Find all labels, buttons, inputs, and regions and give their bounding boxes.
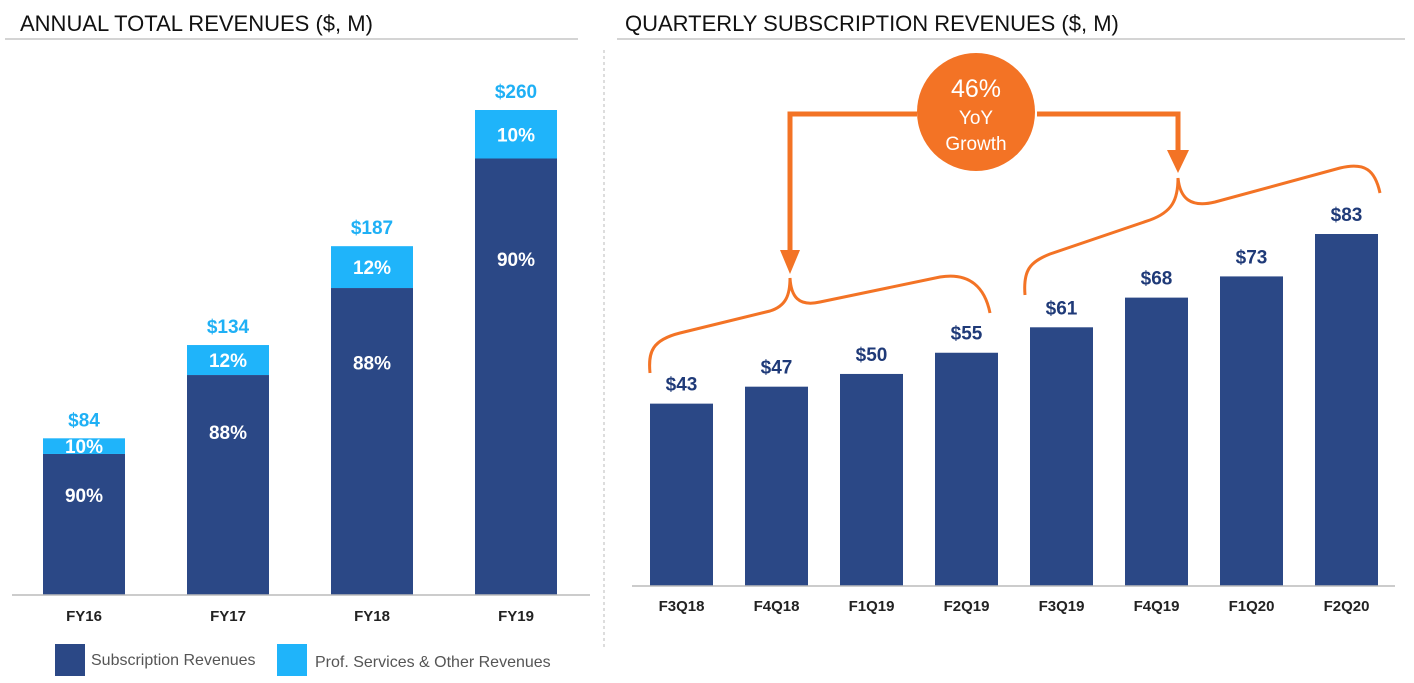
total-label: $84 [68,410,100,431]
brace-left [648,274,992,374]
bar-services [187,345,269,376]
bar-subscription [475,158,557,595]
value-label: $83 [1331,205,1363,226]
value-label: $55 [951,324,983,345]
x-tick-label: F3Q18 [659,598,705,615]
value-label: $43 [666,375,698,396]
subscription-pct-label: 88% [353,353,391,374]
legend-label-services: Prof. Services & Other Revenues [315,654,551,671]
services-pct-label: 10% [497,125,535,146]
legend-swatch-subscription [55,644,85,676]
subscription-pct-label: 88% [209,423,247,444]
connector-left [787,111,917,255]
x-tick-label: F1Q19 [849,598,895,615]
total-label: $260 [495,82,537,103]
growth-percent: 46% [951,75,1001,103]
services-pct-label: 12% [353,258,391,279]
bar-services [475,110,557,159]
bar-subscription [1220,276,1283,586]
total-label: $187 [351,218,393,239]
x-tick-label: FY17 [210,608,246,625]
connector-right [1037,111,1181,152]
x-tick-label: F2Q19 [944,598,990,615]
x-tick-label: F2Q20 [1324,598,1370,615]
bar-subscription [1030,327,1093,586]
x-tick-label: FY18 [354,608,390,625]
left-chart-title: ANNUAL TOTAL REVENUES ($, M) [20,11,373,36]
total-label: $134 [207,317,250,338]
subscription-pct-label: 90% [65,486,103,507]
services-pct-label: 12% [209,351,247,372]
x-tick-label: F4Q18 [754,598,800,615]
services-pct-label: 10% [65,437,103,458]
growth-yoy: YoY [959,108,993,129]
brace-right [1023,164,1382,296]
bar-services [331,246,413,289]
subscription-pct-label: 90% [497,250,535,271]
value-label: $47 [761,358,793,379]
bar-subscription [840,373,903,586]
legend-swatch-services [277,644,307,676]
bar-subscription [935,352,998,586]
value-label: $73 [1236,247,1268,268]
bar-subscription [187,375,269,595]
bar-subscription [43,453,125,595]
arrow-right-icon [1167,150,1189,173]
bar-subscription [1315,234,1378,586]
arrow-left-icon [780,250,800,274]
bar-services [43,438,125,454]
bar-subscription [650,403,713,586]
x-tick-label: F1Q20 [1229,598,1275,615]
x-tick-label: F3Q19 [1039,598,1085,615]
bar-subscription [331,288,413,595]
value-label: $50 [856,345,888,366]
bar-subscription [1125,297,1188,586]
yoy-growth-annotation [648,111,1382,374]
x-tick-label: FY19 [498,608,534,625]
x-tick-label: FY16 [66,608,102,625]
x-tick-label: F4Q19 [1134,598,1180,615]
legend-label-subscription: Subscription Revenues [91,652,256,669]
value-label: $68 [1141,269,1173,290]
right-chart-title: QUARTERLY SUBSCRIPTION REVENUES ($, M) [625,11,1119,36]
value-label: $61 [1046,298,1078,319]
growth-circle [917,53,1035,171]
bar-subscription [745,386,808,586]
growth-label: Growth [945,134,1006,155]
